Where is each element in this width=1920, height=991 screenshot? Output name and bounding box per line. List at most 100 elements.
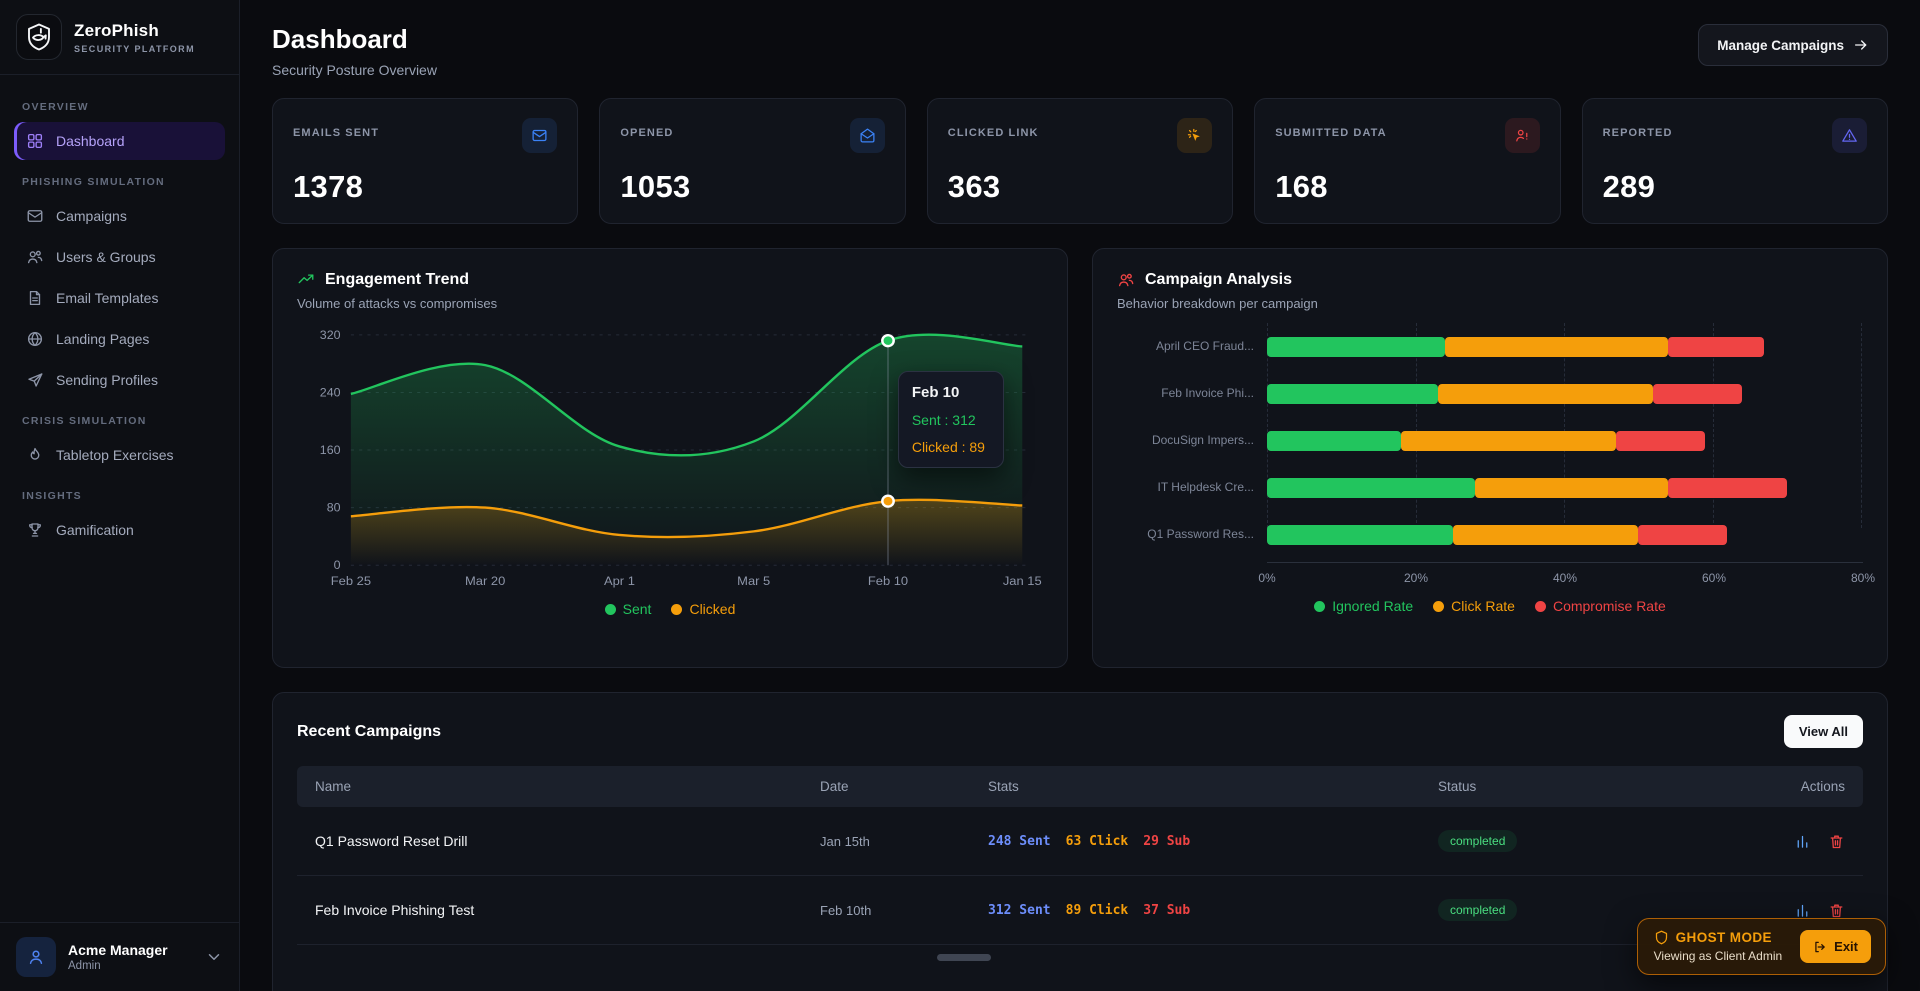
svg-text:Mar 5: Mar 5 <box>737 574 770 588</box>
campaign-analysis-title: Campaign Analysis <box>1145 271 1292 289</box>
stat-label: OPENED <box>620 127 673 139</box>
delete-campaign-button[interactable] <box>1828 833 1845 850</box>
legend-item-compromise-rate: Compromise Rate <box>1535 598 1666 614</box>
bar-segment-click-rate <box>1401 431 1616 451</box>
sidebar-item-label: Dashboard <box>56 133 125 149</box>
page-title: Dashboard <box>272 24 437 55</box>
sidebar-item-sending-profiles[interactable]: Sending Profiles <box>14 361 225 399</box>
view-report-button[interactable] <box>1794 902 1811 919</box>
user-name: Acme Manager <box>68 942 193 958</box>
user-menu[interactable]: Acme Manager Admin <box>0 922 239 991</box>
exit-ghost-mode-button[interactable]: Exit <box>1800 930 1871 963</box>
sidebar-item-tabletop-exercises[interactable]: Tabletop Exercises <box>14 436 225 474</box>
stat-chip-text: 248 Sent <box>988 834 1051 849</box>
recent-campaigns-title: Recent Campaigns <box>297 723 441 741</box>
sidebar-item-dashboard[interactable]: Dashboard <box>14 122 225 160</box>
engagement-legend: Sent Clicked <box>297 601 1043 617</box>
bar-segment-click-rate <box>1445 337 1668 357</box>
sidebar-item-label: Tabletop Exercises <box>56 447 174 463</box>
campaign-status: completed <box>1438 830 1793 852</box>
legend-dot-icon <box>1535 601 1546 612</box>
alert-triangle-icon <box>1832 118 1867 153</box>
chevron-down-icon <box>205 948 223 966</box>
svg-text:0: 0 <box>334 558 341 572</box>
bar-category-label: DocuSign Impers... <box>1117 433 1267 449</box>
brand-name: ZeroPhish <box>74 21 195 41</box>
sidebar-item-users-groups[interactable]: Users & Groups <box>14 238 225 276</box>
bar-segment-click-rate <box>1438 384 1653 404</box>
legend-dot-icon <box>1314 601 1325 612</box>
bar-row-q1-password-res: Q1 Password Res... <box>1117 511 1863 558</box>
axis-tick-label: 60% <box>1702 571 1726 585</box>
mail-open-icon <box>850 118 885 153</box>
stat-label: CLICKED LINK <box>948 127 1039 139</box>
stat-value: 1378 <box>293 169 557 205</box>
tooltip-value: Sent : 312 <box>912 412 990 428</box>
delete-campaign-button[interactable] <box>1828 902 1845 919</box>
bar-category-label: IT Helpdesk Cre... <box>1117 480 1267 496</box>
bar-track <box>1267 337 1863 357</box>
sidebar-item-label: Landing Pages <box>56 331 149 347</box>
svg-text:Mar 20: Mar 20 <box>465 574 505 588</box>
legend-dot-icon <box>605 604 616 615</box>
trend-up-icon <box>297 271 315 289</box>
bar-segment-click-rate <box>1475 478 1668 498</box>
campaign-bar-chart: April CEO Fraud... Feb Invoice Phi... Do… <box>1117 323 1863 588</box>
stat-card-clicked-link: CLICKED LINK 363 <box>927 98 1233 224</box>
manage-campaigns-button[interactable]: Manage Campaigns <box>1698 24 1888 66</box>
view-report-button[interactable] <box>1794 833 1811 850</box>
axis-tick-label: 80% <box>1851 571 1875 585</box>
stat-chip-text: 63 Click <box>1066 834 1129 849</box>
bar-segment-compromise-rate <box>1668 478 1787 498</box>
svg-text:320: 320 <box>320 328 341 342</box>
sidebar-item-campaigns[interactable]: Campaigns <box>14 197 225 235</box>
axis-tick-label: 20% <box>1404 571 1428 585</box>
sidebar-item-email-templates[interactable]: Email Templates <box>14 279 225 317</box>
file-icon <box>26 289 44 307</box>
svg-text:Jan 15: Jan 15 <box>1003 574 1042 588</box>
sidebar-item-label: Sending Profiles <box>56 372 158 388</box>
status-badge: completed <box>1438 899 1517 921</box>
user-alert-icon <box>1505 118 1540 153</box>
trash-icon <box>1828 902 1845 919</box>
stats-row: EMAILS SENT 1378 OPENED 1053 CLICKED LIN… <box>272 98 1888 224</box>
chart-tooltip: Feb 10Sent : 312Clicked : 89 <box>898 371 1004 468</box>
avatar <box>16 937 56 977</box>
svg-text:80: 80 <box>327 501 341 515</box>
engagement-trend-title: Engagement Trend <box>325 271 469 289</box>
bar-segment-compromise-rate <box>1668 337 1765 357</box>
campaign-name: Q1 Password Reset Drill <box>315 833 820 849</box>
bar-segment-ignored-rate <box>1267 478 1475 498</box>
campaign-analysis-card: Campaign Analysis Behavior breakdown per… <box>1092 248 1888 668</box>
bar-category-label: Feb Invoice Phi... <box>1117 386 1267 402</box>
sidebar-nav: OVERVIEW Dashboard PHISHING SIMULATION C… <box>0 75 239 922</box>
arrow-right-icon <box>1853 37 1869 53</box>
legend-item-ignored-rate: Ignored Rate <box>1314 598 1413 614</box>
svg-text:160: 160 <box>320 443 341 457</box>
sidebar-item-gamification[interactable]: Gamification <box>14 511 225 549</box>
stat-value: 363 <box>948 169 1212 205</box>
bar-track <box>1267 431 1863 451</box>
sidebar: ZeroPhish SECURITY PLATFORM OVERVIEW Das… <box>0 0 240 991</box>
tooltip-value: Clicked : 89 <box>912 439 990 455</box>
bar-track <box>1267 384 1863 404</box>
svg-text:Feb 10: Feb 10 <box>868 574 908 588</box>
flame-icon <box>26 446 44 464</box>
view-all-button[interactable]: View All <box>1784 715 1863 748</box>
bar-category-label: April CEO Fraud... <box>1117 339 1267 355</box>
campaign-name: Feb Invoice Phishing Test <box>315 902 820 918</box>
table-row: Feb Invoice Phishing Test Feb 10th 312 S… <box>297 876 1863 945</box>
dashboard-icon <box>26 132 44 150</box>
stat-chip-text: 37 Sub <box>1143 903 1190 918</box>
table-header-row: NameDateStatsStatusActions <box>297 766 1863 807</box>
stat-label: REPORTED <box>1603 127 1673 139</box>
axis-tick-label: 0% <box>1258 571 1275 585</box>
horizontal-scrollbar[interactable] <box>937 954 991 961</box>
svg-text:Apr 1: Apr 1 <box>604 574 635 588</box>
svg-text:Feb 25: Feb 25 <box>331 574 371 588</box>
legend-item-click-rate: Click Rate <box>1433 598 1515 614</box>
sidebar-item-landing-pages[interactable]: Landing Pages <box>14 320 225 358</box>
legend-item-clicked: Clicked <box>671 601 735 617</box>
campaign-date: Feb 10th <box>820 903 988 918</box>
users-icon <box>26 248 44 266</box>
